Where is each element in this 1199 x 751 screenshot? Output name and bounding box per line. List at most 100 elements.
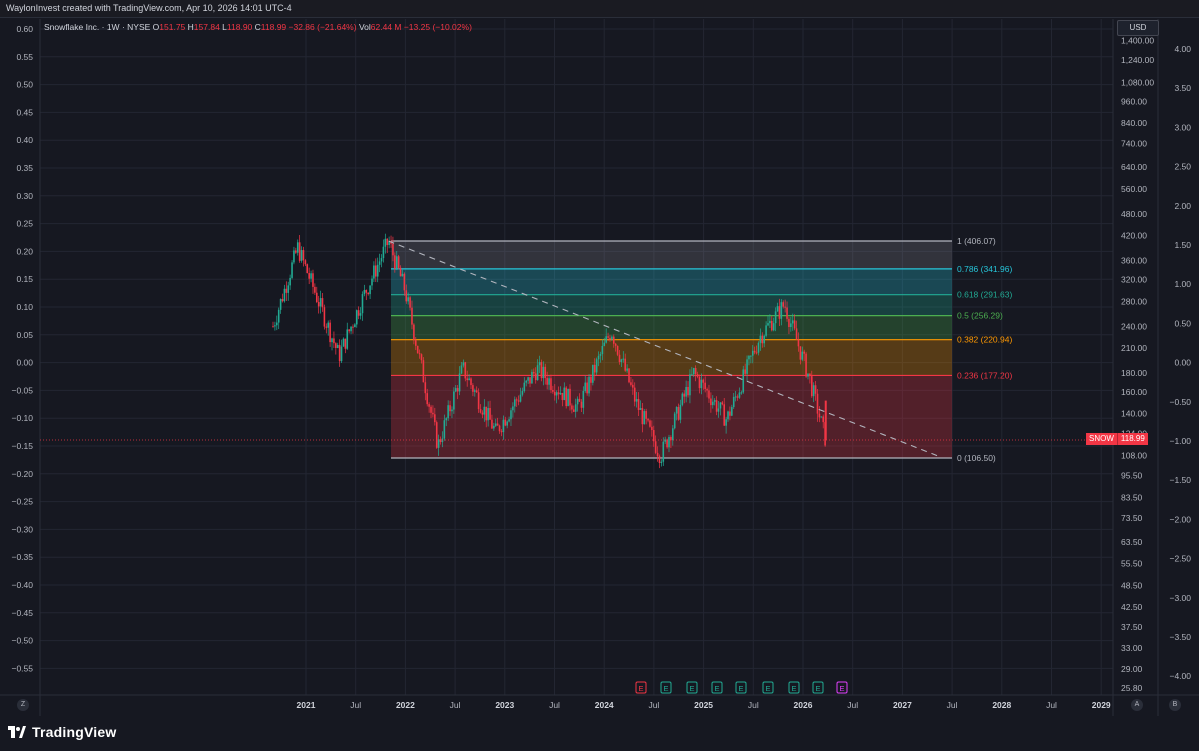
candle-body [761, 335, 764, 344]
legend-c-label: C [255, 22, 261, 32]
earnings-marker-beat[interactable]: E [735, 681, 747, 694]
candle-body [527, 377, 529, 381]
time-axis-tick: 2027 [893, 700, 912, 710]
candle-body [409, 297, 411, 308]
earnings-marker-box [735, 681, 747, 694]
zoom-reset-button[interactable]: Z [17, 699, 29, 711]
earnings-marker-beat[interactable]: E [762, 681, 774, 694]
earnings-marker-box [762, 681, 774, 694]
earnings-marker-label: E [638, 684, 643, 693]
time-axis-tick: Jul [748, 700, 759, 710]
fib-retracement: 1 (406.07) 0.786 (341.96) 0.618 (291.63) 0.… [391, 236, 1012, 463]
candle-body [386, 238, 389, 245]
time-axis-tick: 2025 [694, 700, 713, 710]
candlestick-series [272, 233, 827, 469]
time-axis-tick: 2024 [595, 700, 614, 710]
candle-body [491, 419, 493, 429]
fib-level-label: 0.786 (341.96) [957, 264, 1012, 274]
candle-body [732, 396, 735, 408]
time-axis-tick: 2022 [396, 700, 415, 710]
left-axis-tick: −0.30 [11, 524, 33, 534]
axis-button[interactable]: B [1169, 699, 1181, 711]
earnings-marker-beat[interactable]: E [711, 681, 723, 694]
right-axis-tick: −2.50 [1169, 554, 1191, 564]
earnings-marker-beat[interactable]: E [660, 681, 672, 694]
candle-body [283, 288, 286, 302]
right-axis-tick: 0.50 [1174, 318, 1191, 328]
candle-body [443, 420, 446, 439]
candle-body [340, 346, 343, 362]
candle-body [338, 344, 341, 362]
candle-body [799, 346, 802, 360]
earnings-marker-beat[interactable]: E [788, 681, 800, 694]
candle-body [578, 398, 581, 402]
candle-body [759, 335, 762, 343]
candle-body [612, 336, 615, 344]
candle-body [664, 439, 666, 442]
time-axis-tick: Jul [847, 700, 858, 710]
candle-body [812, 385, 815, 397]
candle-body [725, 419, 727, 426]
candle-body [668, 437, 670, 448]
candle-body [382, 246, 385, 259]
candle-body [304, 260, 307, 265]
earnings-marker-box [635, 681, 647, 694]
candle-body [618, 354, 621, 363]
earnings-marker-miss[interactable]: E [635, 681, 647, 694]
candle-body [586, 382, 588, 394]
candle-body [375, 265, 377, 277]
candle-body [466, 378, 468, 381]
candle-body [814, 385, 817, 394]
price-tag-value: 118.99 [1116, 433, 1148, 445]
candle-body [746, 359, 748, 374]
candle-body [753, 350, 756, 353]
candle-body [689, 374, 691, 396]
candle-body [776, 306, 779, 312]
candle-body [820, 416, 823, 418]
candle-body [614, 343, 617, 346]
left-axis-tick: −0.10 [11, 413, 33, 423]
candle-body [791, 320, 794, 324]
candle-body [314, 286, 316, 293]
candle-body [277, 309, 280, 323]
candle-body [731, 407, 733, 416]
candle-body [460, 365, 463, 374]
candle-body [569, 388, 571, 406]
candle-body [315, 292, 318, 303]
chart-canvas[interactable]: 1 (406.07)0.786 (341.96)0.618 (291.63)0.… [0, 17, 1199, 716]
price-axis-tick: 73.50 [1121, 513, 1143, 523]
candle-body [365, 290, 368, 293]
candle-body [321, 298, 324, 308]
candle-body [494, 423, 497, 426]
candle-body [357, 310, 360, 316]
candle-body [624, 358, 627, 371]
candle-body [413, 324, 415, 341]
candle-body [481, 412, 484, 415]
candle-body [336, 344, 339, 349]
candle-body [706, 388, 708, 391]
candle-body [506, 421, 508, 426]
candle-body [710, 398, 712, 406]
candle-body [582, 390, 585, 408]
earnings-marker-beat[interactable]: E [686, 681, 698, 694]
candle-body [411, 307, 413, 325]
fib-level-label: 0.5 (256.29) [957, 311, 1003, 321]
candle-body [395, 256, 398, 269]
candle-body [447, 405, 449, 419]
candle-body [437, 439, 440, 448]
candle-body [769, 320, 771, 324]
currency-badge[interactable]: USD [1117, 20, 1159, 36]
candle-body [818, 413, 821, 418]
price-axis-tick: 108.00 [1121, 451, 1147, 461]
auto-scale-button[interactable]: A [1131, 699, 1143, 711]
candle-body [544, 366, 547, 379]
candle-body [595, 359, 598, 373]
candle-body [744, 369, 746, 374]
candle-body [580, 401, 583, 408]
candle-body [553, 391, 556, 396]
price-axis-tick: 320.00 [1121, 275, 1147, 285]
earnings-marker-beat[interactable]: E [812, 681, 824, 694]
earnings-marker-upcoming[interactable]: E [836, 681, 848, 694]
earnings-marker-label: E [839, 684, 844, 693]
candle-body [751, 350, 754, 356]
